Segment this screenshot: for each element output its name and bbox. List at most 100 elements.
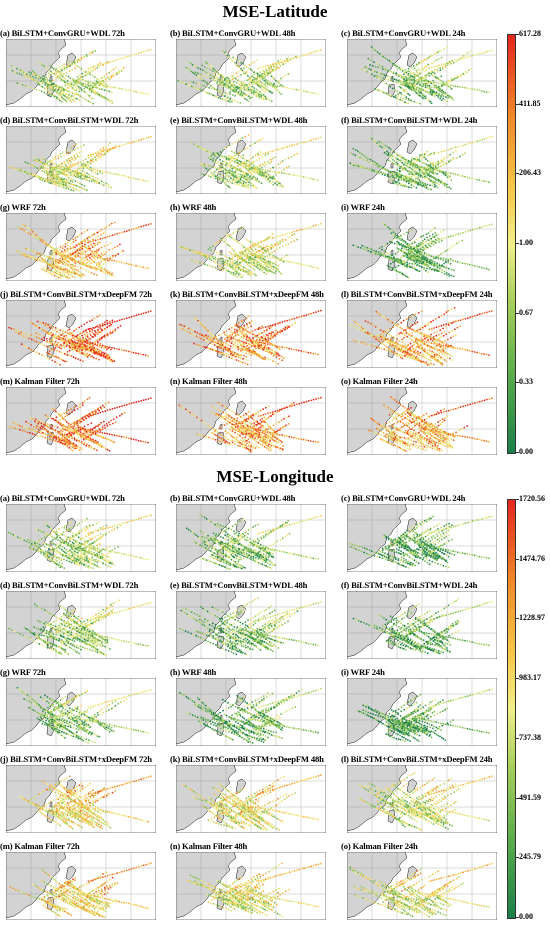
panel-label: (h) WRF 48h bbox=[170, 202, 217, 212]
track-point bbox=[376, 142, 378, 145]
track-point bbox=[211, 265, 214, 268]
track-point bbox=[203, 90, 205, 92]
track-point bbox=[80, 241, 82, 244]
track-point bbox=[253, 87, 256, 89]
track-point bbox=[55, 169, 58, 172]
track-point bbox=[234, 158, 237, 160]
track-point bbox=[398, 66, 401, 69]
track-point bbox=[103, 81, 105, 84]
track-point bbox=[263, 79, 266, 82]
track-point bbox=[266, 175, 269, 177]
track-point bbox=[109, 100, 111, 103]
track-point bbox=[30, 86, 32, 89]
track-point bbox=[256, 82, 259, 85]
track-point bbox=[13, 66, 16, 69]
track-point bbox=[349, 162, 352, 165]
track-point bbox=[34, 251, 36, 254]
track-point bbox=[437, 178, 440, 181]
track-point bbox=[47, 173, 49, 175]
track-point bbox=[28, 163, 31, 166]
track-point bbox=[263, 172, 265, 175]
track-point bbox=[123, 262, 125, 264]
track-point bbox=[116, 146, 119, 148]
track-point bbox=[87, 67, 90, 70]
track-point bbox=[65, 180, 68, 183]
track-point bbox=[247, 100, 250, 103]
track-point bbox=[425, 69, 427, 71]
track-point bbox=[59, 252, 62, 255]
track-point bbox=[137, 52, 140, 55]
track-point bbox=[253, 273, 256, 276]
track-point bbox=[210, 84, 212, 87]
track-point bbox=[456, 85, 459, 88]
track-point bbox=[39, 237, 41, 239]
track-point bbox=[382, 167, 385, 170]
track-point bbox=[49, 86, 52, 88]
track-point bbox=[274, 149, 277, 152]
track-point bbox=[24, 161, 27, 164]
track-point bbox=[242, 82, 245, 85]
track-point bbox=[207, 248, 210, 251]
track-point bbox=[30, 72, 33, 74]
track-point bbox=[426, 176, 429, 179]
track-point bbox=[78, 88, 80, 91]
track-point bbox=[279, 242, 281, 245]
track-point bbox=[137, 226, 140, 229]
track-point bbox=[70, 95, 73, 98]
track-point bbox=[71, 258, 74, 260]
track-point bbox=[80, 169, 82, 171]
track-point bbox=[247, 88, 250, 91]
track-point bbox=[70, 169, 72, 171]
track-point bbox=[398, 170, 401, 172]
track-point bbox=[365, 156, 367, 159]
track-point bbox=[78, 74, 81, 77]
track-point bbox=[232, 249, 235, 252]
track-point bbox=[406, 162, 409, 165]
track-point bbox=[244, 72, 247, 75]
track-point bbox=[413, 172, 416, 175]
track-point bbox=[259, 66, 262, 69]
track-point bbox=[87, 73, 89, 75]
track-point bbox=[94, 50, 97, 52]
track-point bbox=[83, 185, 86, 187]
track-point bbox=[437, 88, 439, 91]
track-point bbox=[422, 60, 425, 62]
track-point bbox=[84, 257, 86, 260]
track-point bbox=[260, 253, 263, 256]
track-point bbox=[59, 168, 62, 170]
track-point bbox=[202, 79, 205, 82]
track-point bbox=[274, 267, 277, 270]
track-point bbox=[43, 180, 46, 183]
track-point bbox=[413, 169, 416, 172]
track-point bbox=[267, 236, 270, 239]
track-point bbox=[98, 93, 100, 96]
track-point bbox=[400, 80, 402, 82]
track-point bbox=[409, 87, 412, 90]
track-point bbox=[225, 242, 228, 244]
track-point bbox=[55, 251, 58, 254]
track-point bbox=[421, 96, 424, 99]
track-point bbox=[392, 176, 394, 178]
track-point bbox=[476, 89, 478, 91]
track-point bbox=[73, 261, 76, 263]
track-point bbox=[373, 75, 376, 77]
track-point bbox=[377, 143, 380, 146]
track-point bbox=[113, 259, 116, 262]
track-point bbox=[26, 172, 29, 175]
track-point bbox=[227, 86, 230, 89]
track-point bbox=[410, 159, 413, 161]
track-point bbox=[432, 182, 434, 184]
track-point bbox=[219, 176, 221, 179]
track-point bbox=[70, 272, 73, 275]
track-point bbox=[69, 171, 72, 174]
track-point bbox=[229, 181, 231, 184]
track-point bbox=[423, 183, 426, 185]
track-point bbox=[100, 80, 103, 83]
track-point bbox=[229, 57, 232, 60]
track-point bbox=[78, 234, 81, 236]
track-point bbox=[60, 178, 63, 180]
track-point bbox=[236, 258, 239, 261]
track-point bbox=[39, 256, 42, 258]
track-point bbox=[215, 75, 217, 78]
track-point bbox=[255, 92, 258, 95]
